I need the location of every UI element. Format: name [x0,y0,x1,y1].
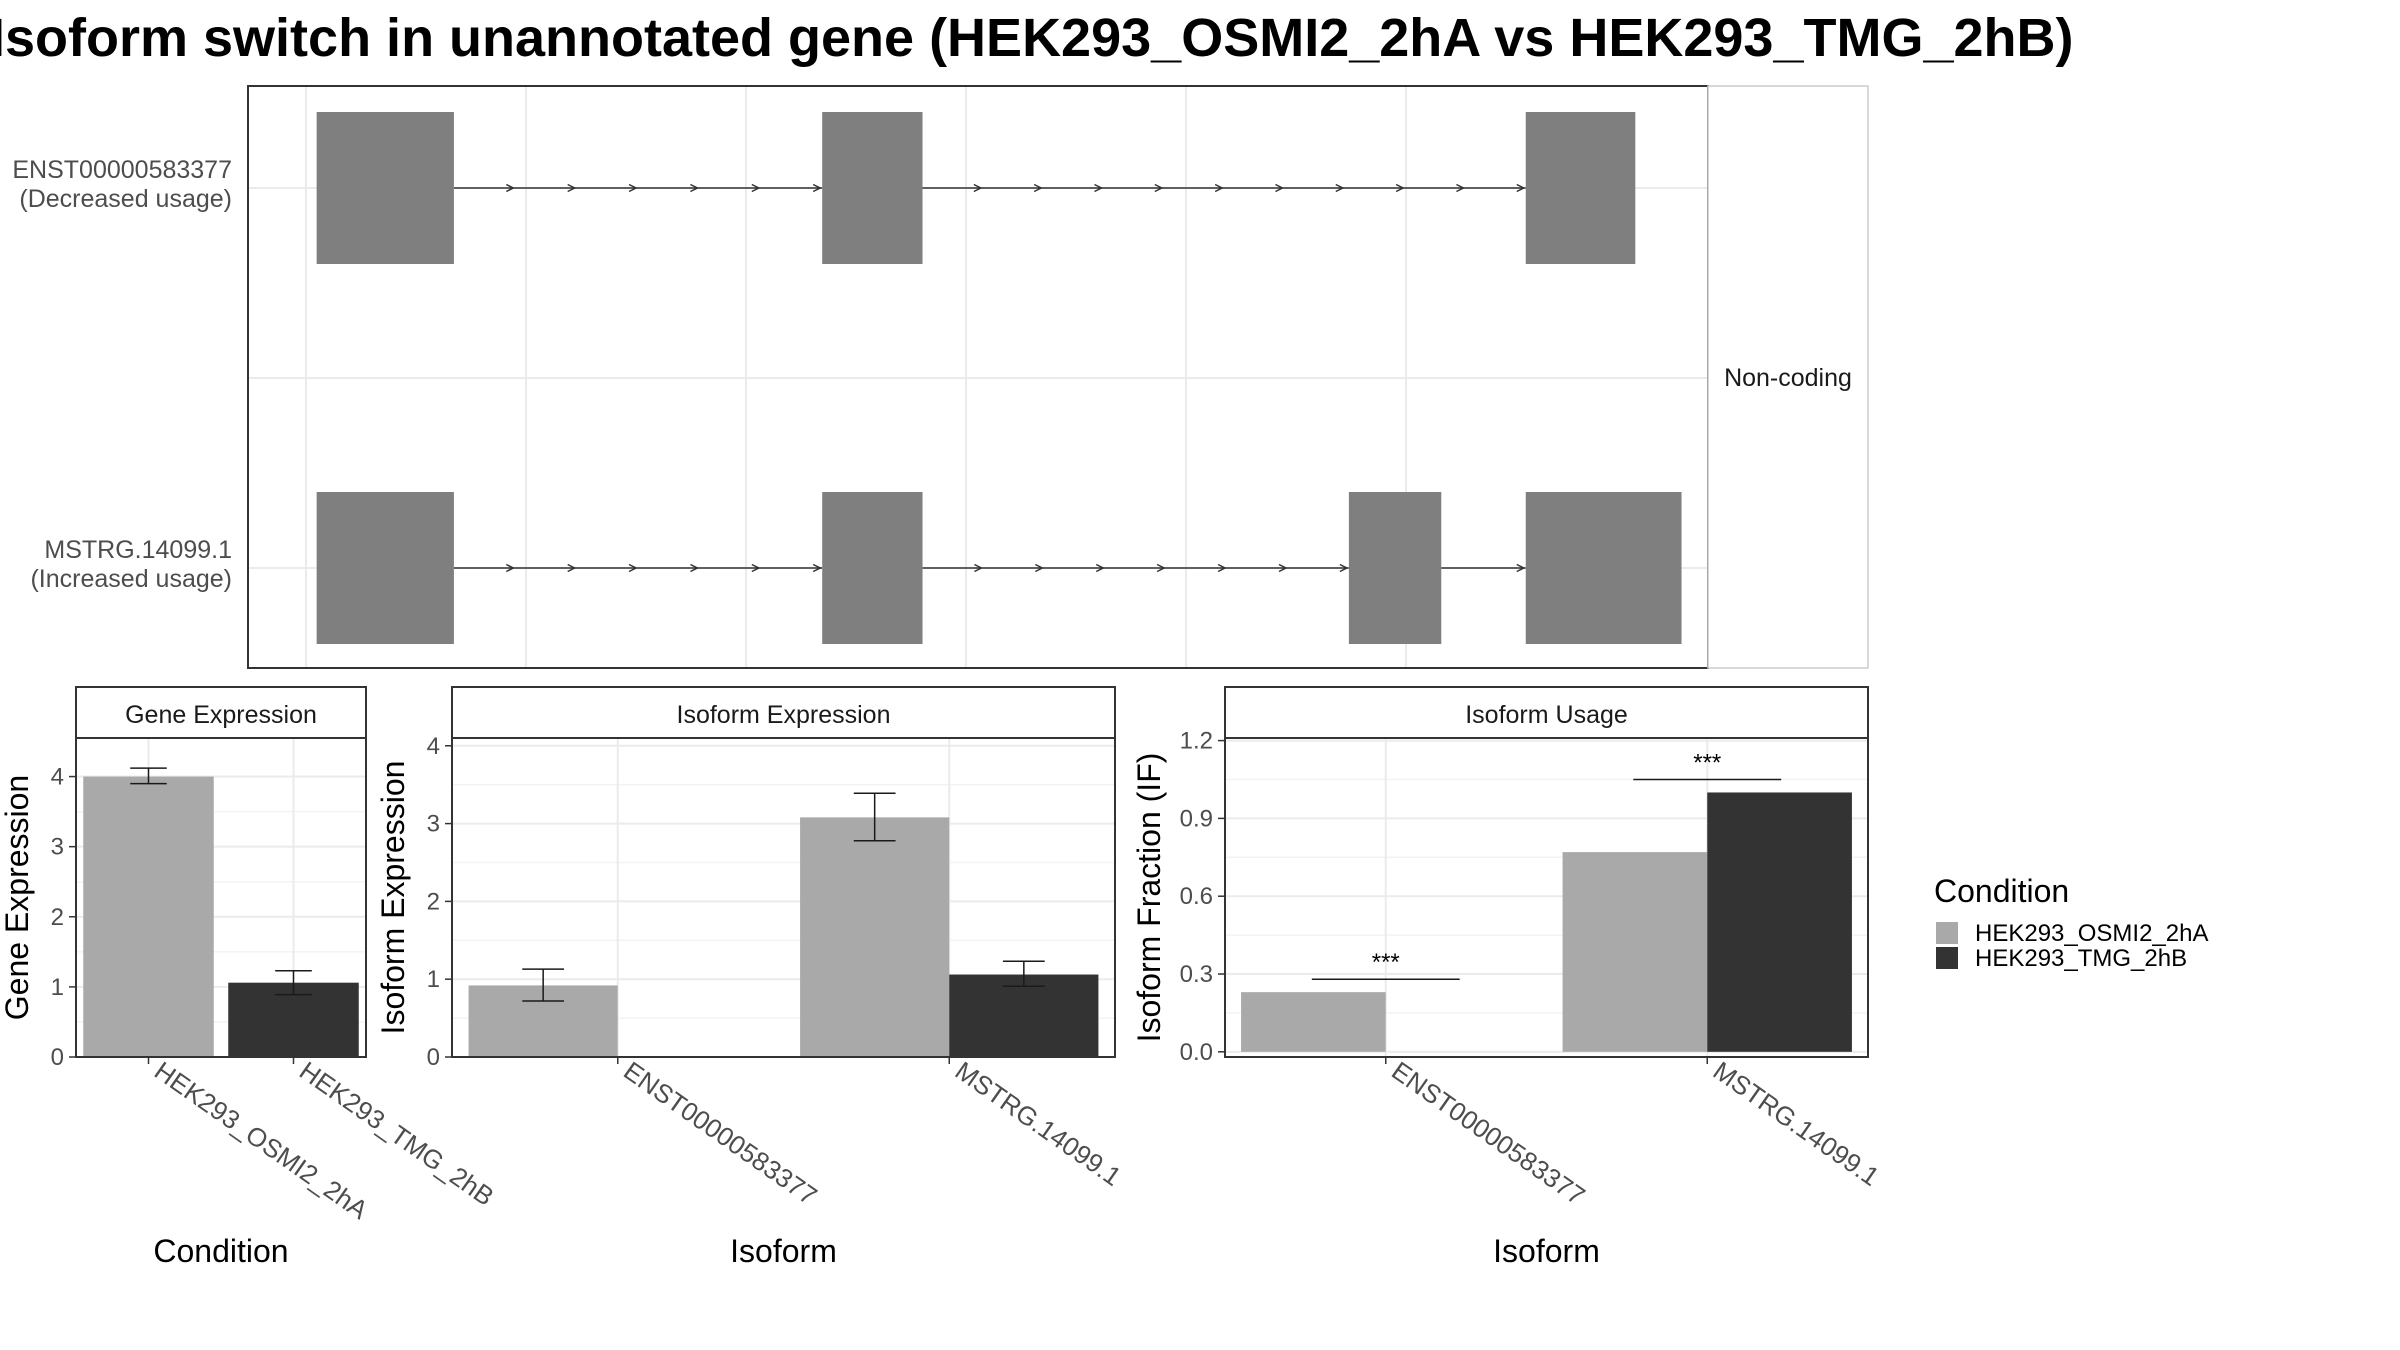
intron-arrow [1035,563,1045,573]
intron-arrow [1456,183,1466,193]
panel-strip [451,686,1116,739]
y-axis-title: Isoform Expression [375,761,411,1035]
exon-box [1525,492,1682,644]
intron-arrow [1275,183,1285,193]
intron-arrow [812,183,822,193]
y-tick-label: 1.2 [1180,728,1213,755]
x-axis-title: Isoform [730,1233,837,1269]
intron-arrow [567,183,577,193]
exon-box [1348,492,1442,644]
bar [83,776,214,1057]
intron-arrow [1516,183,1526,193]
intron-arrow [1278,563,1288,573]
intron-arrow [1217,563,1227,573]
legend-key-swatch [1936,947,1958,969]
intron-arrow [1339,563,1349,573]
intron-arrow [505,183,515,193]
intron-arrow [1094,183,1104,193]
transcript-usage-label: (Decreased usage) [19,185,232,213]
transcript-strip-label: Non-coding [1724,364,1852,392]
intron-arrow [751,563,761,573]
y-tick-label: 0 [427,1044,440,1071]
intron-arrow [1395,183,1405,193]
panel-strip [1224,686,1869,739]
intron-arrow [505,563,515,573]
intron-arrow [1156,563,1166,573]
y-tick-label: 2 [427,888,440,915]
intron-arrow [1154,183,1164,193]
x-axis-title: Isoform [1493,1233,1600,1269]
plot-title: Isoform switch in unannotated gene (HEK2… [0,8,2073,68]
y-tick-label: 0.0 [1180,1039,1213,1066]
y-tick-label: 2 [51,904,64,931]
panel-strip [75,686,367,739]
panel-strip-label: Isoform Usage [1465,701,1628,729]
intron-arrow [973,183,983,193]
significance-label: *** [1693,749,1721,776]
bar [800,817,950,1057]
y-tick-label: 4 [427,733,440,760]
y-tick-label: 0 [51,1044,64,1071]
transcript-structure-panel: Non-coding ENST00000583377(Decreased usag… [12,85,1869,669]
intron-arrow [690,563,700,573]
intron-arrow [751,183,761,193]
x-category-label: MSTRG.14099.1 [950,1055,1127,1191]
exon-box [316,112,454,264]
legend-key-swatch [1936,922,1958,944]
y-tick-label: 0.9 [1180,805,1213,832]
legend-key-label: HEK293_OSMI2_2hA [1975,920,2208,947]
intron-arrow [628,563,638,573]
exon-box [822,112,923,264]
intron-arrow [1214,183,1224,193]
x-category-label: ENST00000583377 [618,1055,822,1211]
bar [949,974,1099,1057]
legend-title: Condition [1934,873,2069,909]
panel-strip-label: Isoform Expression [677,701,891,729]
intron-arrow [567,563,577,573]
bar [1241,992,1386,1052]
significance-label: *** [1372,949,1400,976]
intron-arrow [628,183,638,193]
intron-arrow [1516,563,1526,573]
y-tick-label: 1 [51,974,64,1001]
y-tick-label: 4 [51,764,64,791]
y-tick-label: 0.3 [1180,961,1213,988]
intron-arrow [974,563,984,573]
intron-arrow [1335,183,1345,193]
transcript-usage-label: (Increased usage) [30,565,232,593]
intron-arrow [1033,183,1043,193]
bar [1707,792,1852,1052]
intron-arrow [690,183,700,193]
panel-strip-label: Gene Expression [125,701,317,729]
x-axis-title: Condition [153,1233,288,1269]
y-axis-title: Gene Expression [0,775,35,1020]
y-tick-label: 3 [51,834,64,861]
isoform-expression-panel: 0 1 2 3 4 Isoform Expression ENST00000583377 MS… [375,686,1127,1269]
y-tick-label: 0.6 [1180,883,1213,910]
x-category-label: MSTRG.14099.1 [1708,1055,1885,1191]
exon-box [316,492,454,644]
y-axis-title: Isoform Fraction (IF) [1131,753,1167,1043]
y-tick-label: 1 [427,966,440,993]
x-category-label: ENST00000583377 [1386,1055,1590,1211]
y-tick-label: 3 [427,811,440,838]
transcript-id-label: ENST00000583377 [12,156,232,184]
isoform-usage-panel: 0.0 0.3 0.6 0.9 1.2 *** *** Isoform Usage ENST00… [1131,686,1885,1269]
bar [1562,852,1708,1052]
transcript-id-label: MSTRG.14099.1 [44,536,232,564]
transcript-strip [1707,85,1869,669]
exon-box [822,492,923,644]
intron-arrow [1095,563,1105,573]
intron-arrow [812,563,822,573]
legend-key-label: HEK293_TMG_2hB [1975,945,2187,972]
exon-box [1525,112,1636,264]
